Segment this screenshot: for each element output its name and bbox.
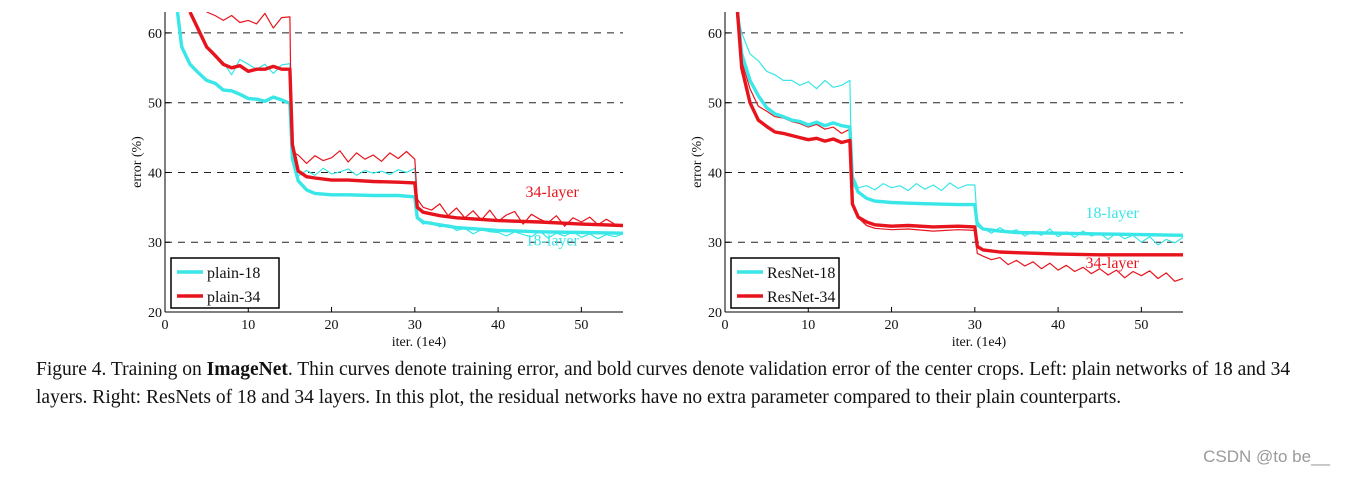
- y-tick-label-30: 30: [708, 236, 722, 251]
- series-plain-18-train: [197, 32, 623, 240]
- series-plain-34-train: [206, 12, 623, 227]
- y-tick-label-30: 30: [148, 236, 162, 251]
- x-tick-label-50: 50: [1134, 318, 1148, 333]
- annotation-18-layer: 18-layer: [1086, 205, 1140, 222]
- legend-label-0: plain-18: [207, 265, 260, 282]
- legend-label-1: plain-34: [207, 289, 260, 306]
- annotation-34-layer: 34-layer: [526, 184, 580, 201]
- x-tick-label-0: 0: [162, 318, 169, 333]
- series-resnet-18: [735, 12, 1183, 237]
- y-tick-label-20: 20: [708, 306, 722, 321]
- x-tick-label-30: 30: [968, 318, 982, 333]
- caption-bold: ImageNet: [206, 359, 288, 380]
- curves: [175, 12, 623, 240]
- x-tick-label-30: 30: [408, 318, 422, 333]
- y-tick-label-50: 50: [708, 97, 722, 112]
- legend-box: [170, 257, 280, 309]
- series-resnet-34-train: [736, 12, 1183, 282]
- x-tick-label-0: 0: [722, 318, 729, 333]
- chart-plain-networks: 0 10 20 30 40 50 20 30 40 50 60 iter. (1e4) error (%…: [130, 12, 623, 350]
- annotation-34-layer: 34-layer: [1086, 255, 1140, 272]
- y-tick-label-60: 60: [148, 27, 162, 42]
- series-plain-18: [175, 12, 623, 235]
- annotation-18-layer: 18-layer: [526, 233, 580, 250]
- series-resnet-18-train: [736, 12, 1183, 246]
- x-tick-label-20: 20: [325, 318, 339, 333]
- y-tick-label-20: 20: [148, 306, 162, 321]
- caption-rest: . Thin curves denote training error, and…: [36, 359, 1291, 408]
- legend-box: [730, 257, 840, 309]
- x-axis-label: iter. (1e4): [952, 335, 1007, 350]
- x-tick-label-20: 20: [885, 318, 899, 333]
- y-axis-label: error (%): [130, 136, 145, 188]
- y-tick-label-40: 40: [708, 166, 722, 181]
- legend-label-0: ResNet-18: [767, 265, 835, 282]
- series-resnet-34: [735, 12, 1183, 257]
- x-axis-label: iter. (1e4): [392, 335, 447, 350]
- y-axis-label: error (%): [690, 136, 705, 188]
- series-plain-34: [188, 12, 623, 228]
- y-tick-label-40: 40: [148, 166, 162, 181]
- watermark: CSDN @to be__: [1203, 447, 1330, 466]
- legend-label-1: ResNet-34: [767, 289, 835, 306]
- curves: [735, 12, 1183, 282]
- x-tick-label-40: 40: [1051, 318, 1065, 333]
- x-tick-label-40: 40: [491, 318, 505, 333]
- x-tick-label-10: 10: [241, 318, 255, 333]
- figure-caption: Figure 4. Training on ImageNet. Thin cur…: [36, 356, 1296, 411]
- x-tick-label-10: 10: [801, 318, 815, 333]
- y-tick-label-60: 60: [708, 27, 722, 42]
- y-tick-label-50: 50: [148, 97, 162, 112]
- caption-prefix: Figure 4. Training on: [36, 359, 207, 380]
- chart-resnets: 0 10 20 30 40 50 20 30 40 50 60 iter. (1e4) error (%…: [690, 12, 1183, 350]
- x-tick-label-50: 50: [574, 318, 588, 333]
